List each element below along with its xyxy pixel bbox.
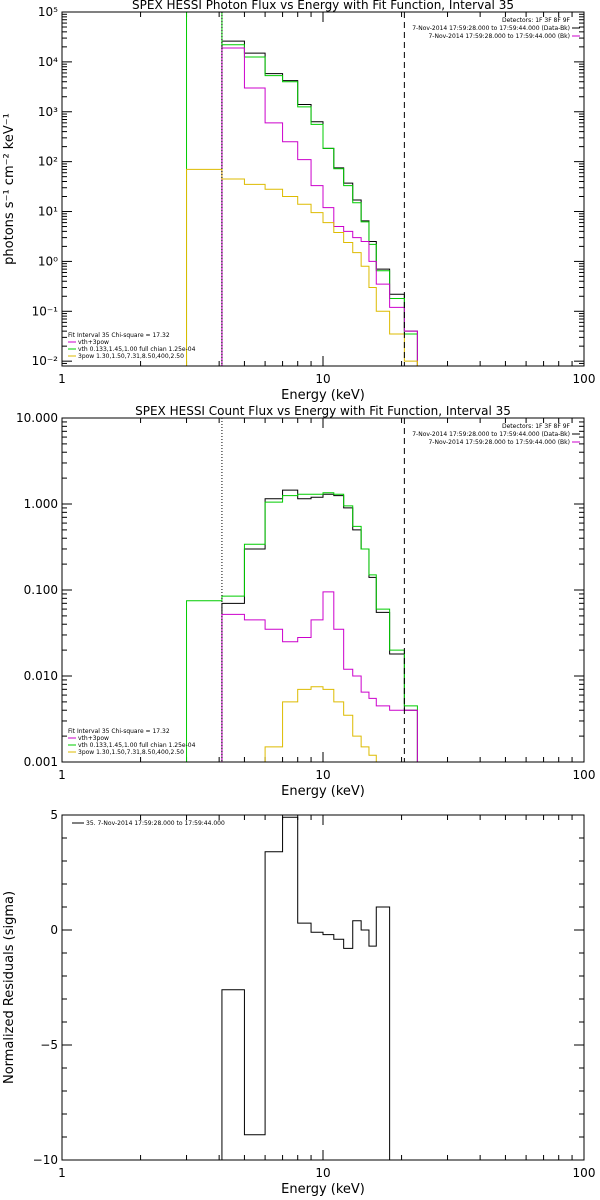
y-tick-label: 10⁴ bbox=[38, 55, 58, 69]
x-axis: 1 10 100 bbox=[58, 815, 595, 1180]
chart-title: SPEX HESSI Photon Flux vs Energy with Fi… bbox=[132, 0, 514, 12]
series-4 bbox=[264, 686, 377, 762]
legend-entry: Detectors: 1F 3F 8F 9F bbox=[502, 17, 571, 24]
y-tick-label: 0.100 bbox=[24, 583, 58, 597]
series-3 bbox=[221, 591, 418, 762]
y-tick-label: 5 bbox=[50, 808, 58, 822]
y-tick-label: 10² bbox=[38, 155, 58, 169]
series-line bbox=[221, 47, 418, 366]
panel-2: SPEX HESSI Count Flux vs Energy with Fit… bbox=[16, 404, 595, 799]
y-tick-label: 10⁵ bbox=[38, 5, 58, 19]
x-tick-label: 10 bbox=[315, 1166, 330, 1180]
y-tick-label: 10¹ bbox=[38, 205, 58, 219]
legend-entry: 35. 7-Nov-2014 17:59:28.000 to 17:59:44.… bbox=[86, 820, 225, 827]
series-1 bbox=[221, 40, 418, 366]
y-tick-label: 0.010 bbox=[24, 669, 58, 683]
series-line bbox=[186, 12, 418, 366]
y-axis-label: Normalized Residuals (sigma) bbox=[2, 891, 17, 1084]
x-tick-label: 100 bbox=[573, 372, 596, 386]
y-tick-label: 10.000 bbox=[16, 411, 58, 425]
legend-entry: 7-Nov-2014 17:59:28.000 to 17:59:44.000 … bbox=[412, 431, 570, 438]
x-axis: 1 10 100 bbox=[58, 12, 595, 386]
series-3 bbox=[221, 47, 418, 366]
legend-entry: Detectors: 1F 3F 8F 9F bbox=[502, 423, 571, 430]
legend-top: 35. 7-Nov-2014 17:59:28.000 to 17:59:44.… bbox=[72, 820, 225, 827]
y-axis: 10⁵ 10⁴ 10³ 10² 10¹ 10⁰ 10⁻¹ 10⁻² bbox=[32, 5, 584, 368]
legend-entry: Fit Interval 35 Chi-square = 17.32 bbox=[68, 728, 170, 735]
series-line bbox=[221, 40, 418, 366]
panel-1: SPEX HESSI Photon Flux vs Energy with Fi… bbox=[2, 0, 595, 403]
y-axis: 10.000 1.000 0.100 0.010 0.001 bbox=[16, 411, 584, 769]
series-line bbox=[221, 816, 391, 1160]
series-line bbox=[221, 591, 418, 762]
legend-entry: Fit Interval 35 Chi-square = 17.32 bbox=[68, 332, 170, 339]
series-1 bbox=[221, 489, 418, 762]
x-tick-label: 1 bbox=[58, 1166, 66, 1180]
x-tick-label: 10 bbox=[315, 768, 330, 782]
series-line bbox=[186, 168, 418, 366]
legend-entry: 7-Nov-2014 17:59:28.000 to 17:59:44.000 … bbox=[428, 33, 570, 40]
legend-top: Detectors: 1F 3F 8F 9F7-Nov-2014 17:59:2… bbox=[412, 17, 580, 40]
legend-entry: vth+3pow bbox=[78, 339, 109, 346]
series-line bbox=[221, 489, 418, 762]
legend-bottom: Fit Interval 35 Chi-square = 17.32vth+3p… bbox=[68, 332, 196, 360]
chart-title: SPEX HESSI Count Flux vs Energy with Fit… bbox=[135, 404, 511, 418]
series-line bbox=[264, 686, 377, 762]
y-tick-label: 10⁻² bbox=[32, 354, 59, 368]
x-axis: 1 10 100 bbox=[58, 418, 595, 782]
y-tick-label: 0 bbox=[50, 923, 58, 937]
x-axis-label: Energy (keV) bbox=[281, 784, 365, 799]
panel-3: 1 10 100 Energy (keV) 5 0 −5 −10 Normalized Resi… bbox=[2, 808, 595, 1197]
x-axis-label: Energy (keV) bbox=[281, 1182, 365, 1197]
legend-top: Detectors: 1F 3F 8F 9F7-Nov-2014 17:59:2… bbox=[412, 423, 580, 446]
legend-entry: 3pow 1.30,1.50,7.31,8.50,400,2.50 bbox=[78, 749, 184, 756]
x-tick-label: 100 bbox=[573, 768, 596, 782]
legend-entry: vth+3pow bbox=[78, 735, 109, 742]
x-tick-label: 1 bbox=[58, 372, 66, 386]
series-2 bbox=[186, 12, 418, 366]
x-tick-label: 1 bbox=[58, 768, 66, 782]
x-axis-label: Energy (keV) bbox=[281, 388, 365, 403]
y-axis-label: photons s⁻¹ cm⁻² keV⁻¹ bbox=[2, 113, 17, 265]
series-4 bbox=[186, 168, 418, 366]
y-axis: 5 0 −5 −10 bbox=[33, 808, 584, 1167]
y-tick-label: 1.000 bbox=[24, 497, 58, 511]
series-2 bbox=[186, 492, 418, 762]
y-tick-label: 10⁰ bbox=[38, 254, 58, 268]
plot-frame bbox=[61, 417, 585, 763]
x-tick-label: 10 bbox=[315, 372, 330, 386]
legend-entry: 7-Nov-2014 17:59:28.000 to 17:59:44.000 … bbox=[412, 25, 570, 32]
y-tick-label: 10³ bbox=[38, 105, 58, 119]
y-tick-label: 10⁻¹ bbox=[32, 304, 59, 318]
plot-frame bbox=[61, 11, 585, 367]
y-tick-label: 0.001 bbox=[24, 755, 58, 769]
y-tick-label: −5 bbox=[40, 1038, 58, 1052]
series-1 bbox=[221, 816, 391, 1160]
legend-bottom: Fit Interval 35 Chi-square = 17.32vth+3p… bbox=[68, 728, 196, 756]
plot-frame bbox=[61, 814, 585, 1161]
legend-entry: vth 0.133,1.45,1.00 full chian 1.25e-04 bbox=[78, 346, 196, 353]
x-tick-label: 100 bbox=[573, 1166, 596, 1180]
series-line bbox=[186, 492, 418, 762]
legend-entry: 7-Nov-2014 17:59:28.000 to 17:59:44.000 … bbox=[428, 439, 570, 446]
legend-entry: vth 0.133,1.45,1.00 full chian 1.25e-04 bbox=[78, 742, 196, 749]
legend-entry: 3pow 1.30,1.50,7.31,8.50,400,2.50 bbox=[78, 353, 184, 360]
y-tick-label: −10 bbox=[33, 1153, 58, 1167]
